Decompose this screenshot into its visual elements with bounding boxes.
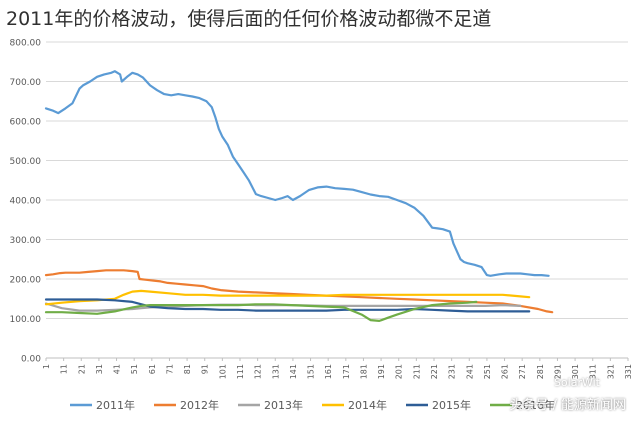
y-tick-label: 400.00 [10,197,42,207]
x-tick-label: 161 [324,364,333,379]
y-tick-label: 700.00 [10,78,42,88]
x-tick-label: 331 [624,364,633,379]
x-tick-label: 201 [395,364,404,379]
legend-label: 2016年 [516,398,555,412]
legend-label: 2015年 [432,398,471,412]
x-tick-label: 131 [271,364,280,379]
y-tick-label: 0.00 [21,355,41,365]
legend-label: 2014年 [348,398,387,412]
x-tick-label: 21 [77,364,86,374]
x-tick-label: 231 [448,364,457,379]
x-tick-label: 11 [60,364,69,374]
x-tick-label: 291 [553,364,562,379]
x-tick-label: 41 [113,364,122,374]
series-line [44,298,531,313]
x-tick-label: 191 [377,364,386,379]
series-line [44,269,554,314]
series-line [44,70,550,277]
x-tick-label: 1 [42,364,51,369]
x-tick-label: 301 [571,364,580,379]
x-tick-label: 211 [412,364,421,379]
y-tick-label: 600.00 [10,118,42,128]
legend-label: 2012年 [180,398,219,412]
x-tick-label: 71 [165,364,174,374]
series-line [44,289,531,306]
legend-label: 2013年 [264,398,303,412]
x-tick-label: 221 [430,364,439,379]
x-tick-label: 91 [201,364,210,374]
x-tick-label: 141 [289,364,298,379]
x-tick-label: 241 [465,364,474,379]
x-tick-label: 261 [501,364,510,379]
watermark: 头条号 / 能源新闻网 [509,398,626,413]
x-tick-label: 251 [483,364,492,379]
x-tick-label: 271 [518,364,527,379]
x-tick-label: 101 [218,364,227,379]
y-tick-label: 100.00 [10,315,42,325]
x-tick-label: 321 [606,364,615,379]
x-tick-label: 61 [148,364,157,374]
x-tick-label: 51 [130,364,139,374]
x-tick-label: 81 [183,364,192,374]
x-tick-label: 151 [307,364,316,379]
x-tick-label: 121 [254,364,263,379]
y-tick-label: 800.00 [10,39,42,49]
chart-title: 2011年的价格波动，使得后面的任何价格波动都微不足道 [6,8,492,30]
x-tick-label: 111 [236,364,245,379]
x-tick-label: 311 [589,364,598,379]
x-tick-label: 171 [342,364,351,379]
series-line [44,300,478,322]
legend-label: 2011年 [96,398,135,412]
y-tick-label: 300.00 [10,236,42,246]
x-tick-label: 31 [95,364,104,374]
x-tick-label: 181 [359,364,368,379]
x-tick-label: 281 [536,364,545,379]
watermark-logo-text: SolarWit [553,376,600,389]
y-tick-label: 200.00 [10,276,42,286]
y-tick-label: 500.00 [10,157,42,167]
